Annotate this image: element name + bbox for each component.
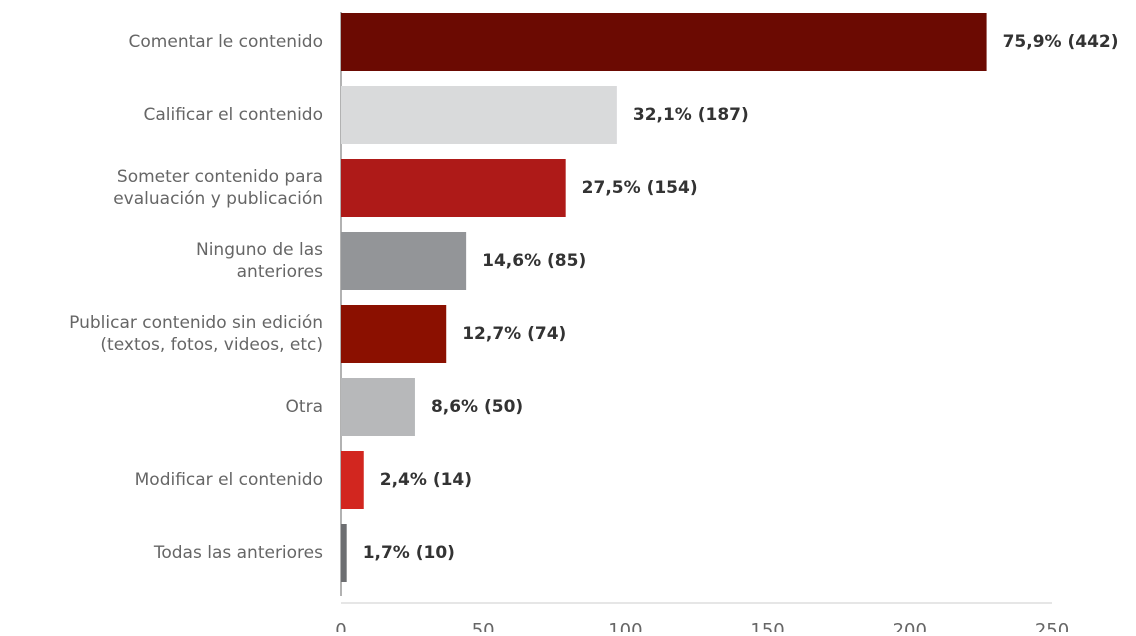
- category-label-6: Otra: [286, 397, 323, 417]
- data-label-7: 2,4% (14): [380, 470, 472, 490]
- bar-4: [341, 232, 467, 290]
- bar-8: [341, 524, 347, 582]
- category-label-3-line-2: evaluación y publicación: [113, 189, 323, 209]
- bar-7: [341, 451, 364, 509]
- x-tick-label-50: 50: [472, 620, 495, 632]
- x-tick-label-150: 150: [750, 620, 784, 632]
- bar-6: [341, 378, 415, 436]
- data-label-8: 1,7% (10): [363, 543, 455, 563]
- x-tick-label-100: 100: [608, 620, 642, 632]
- x-tick-label-200: 200: [893, 620, 927, 632]
- data-label-4: 14,6% (85): [482, 251, 586, 271]
- data-label-6: 8,6% (50): [431, 397, 523, 417]
- bar-5: [341, 305, 447, 363]
- bar-1: [341, 13, 987, 71]
- category-label-5-line-1: Publicar contenido sin edición: [69, 313, 323, 333]
- category-label-5-line-2: (textos, fotos, videos, etc): [100, 335, 323, 355]
- category-label-4-line-1: Ninguno de las: [196, 240, 323, 260]
- data-label-2: 32,1% (187): [633, 105, 749, 125]
- data-label-1: 75,9% (442): [1003, 32, 1119, 52]
- category-label-4-line-2: anteriores: [237, 262, 324, 282]
- data-label-3: 27,5% (154): [582, 178, 698, 198]
- category-label-3-line-1: Someter contenido para: [117, 167, 323, 187]
- x-tick-label-0: 0: [335, 620, 346, 632]
- category-label-2: Calificar el contenido: [143, 105, 323, 125]
- x-tick-label-250: 250: [1035, 620, 1069, 632]
- bar-2: [341, 86, 617, 144]
- category-label-1: Comentar le contenido: [129, 32, 323, 52]
- category-label-8: Todas las anteriores: [153, 543, 323, 563]
- category-label-7: Modificar el contenido: [135, 470, 323, 490]
- data-label-5: 12,7% (74): [462, 324, 566, 344]
- bar-3: [341, 159, 566, 217]
